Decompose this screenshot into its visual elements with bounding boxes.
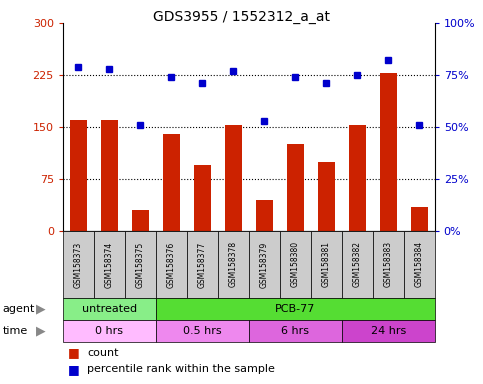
Text: GSM158375: GSM158375: [136, 241, 145, 288]
Bar: [256, 200, 273, 231]
Text: GSM158382: GSM158382: [353, 242, 362, 287]
Text: GSM158379: GSM158379: [260, 241, 269, 288]
Bar: [318, 162, 335, 231]
Text: ■: ■: [68, 363, 79, 376]
Text: agent: agent: [2, 304, 35, 314]
Text: GSM158377: GSM158377: [198, 241, 207, 288]
Text: 24 hrs: 24 hrs: [370, 326, 406, 336]
Bar: [225, 125, 242, 231]
Text: GSM158383: GSM158383: [384, 241, 393, 288]
Text: GSM158373: GSM158373: [74, 241, 83, 288]
Text: time: time: [2, 326, 28, 336]
Bar: [70, 120, 87, 231]
Bar: [349, 125, 366, 231]
Text: untreated: untreated: [82, 304, 137, 314]
Text: percentile rank within the sample: percentile rank within the sample: [87, 364, 275, 374]
Bar: [287, 144, 304, 231]
Bar: [163, 134, 180, 231]
Text: GSM158374: GSM158374: [105, 241, 114, 288]
Bar: [132, 210, 149, 231]
Text: PCB-77: PCB-77: [275, 304, 315, 314]
Text: 0.5 hrs: 0.5 hrs: [183, 326, 222, 336]
Bar: [101, 120, 118, 231]
Bar: [380, 73, 397, 231]
Text: count: count: [87, 348, 118, 358]
Text: ▶: ▶: [36, 303, 46, 315]
Bar: [411, 207, 428, 231]
Text: 6 hrs: 6 hrs: [281, 326, 309, 336]
Text: GSM158380: GSM158380: [291, 241, 300, 288]
Bar: [194, 165, 211, 231]
Text: 0 hrs: 0 hrs: [95, 326, 123, 336]
Text: GSM158376: GSM158376: [167, 241, 176, 288]
Text: GSM158381: GSM158381: [322, 242, 331, 287]
Text: GSM158378: GSM158378: [229, 241, 238, 288]
Text: GSM158384: GSM158384: [415, 241, 424, 288]
Text: ▶: ▶: [36, 324, 46, 337]
Text: GDS3955 / 1552312_a_at: GDS3955 / 1552312_a_at: [153, 10, 330, 23]
Text: ■: ■: [68, 346, 79, 359]
